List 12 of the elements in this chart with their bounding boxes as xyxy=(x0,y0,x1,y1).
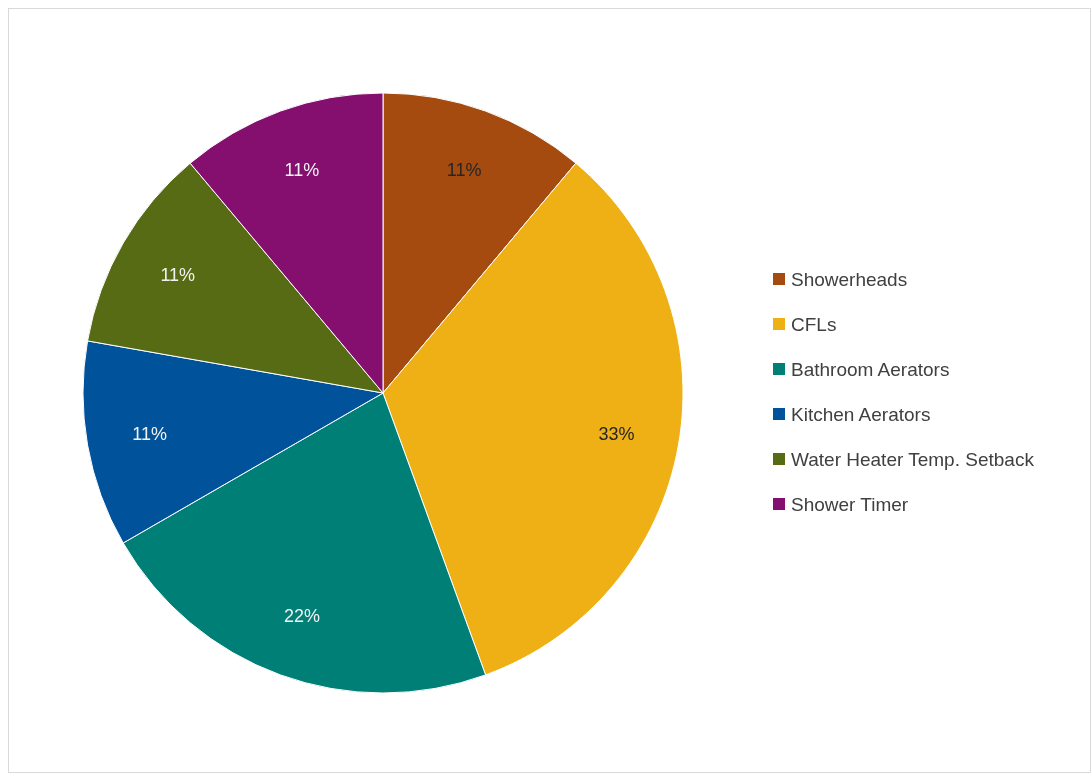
data-label: 11% xyxy=(446,160,482,181)
legend-label: Showerheads xyxy=(791,268,908,290)
data-label: 22% xyxy=(283,605,320,626)
legend-label: Bathroom Aerators xyxy=(791,358,950,380)
legend-label: Water Heater Temp. Setback xyxy=(791,448,1035,470)
data-label: 11% xyxy=(160,264,196,285)
data-label: 33% xyxy=(598,424,635,445)
legend-label: Shower Timer xyxy=(791,493,909,515)
data-label: 11% xyxy=(284,160,320,181)
data-label: 11% xyxy=(132,424,167,445)
legend-label: CFLs xyxy=(791,313,837,335)
legend-label: Kitchen Aerators xyxy=(791,403,931,425)
